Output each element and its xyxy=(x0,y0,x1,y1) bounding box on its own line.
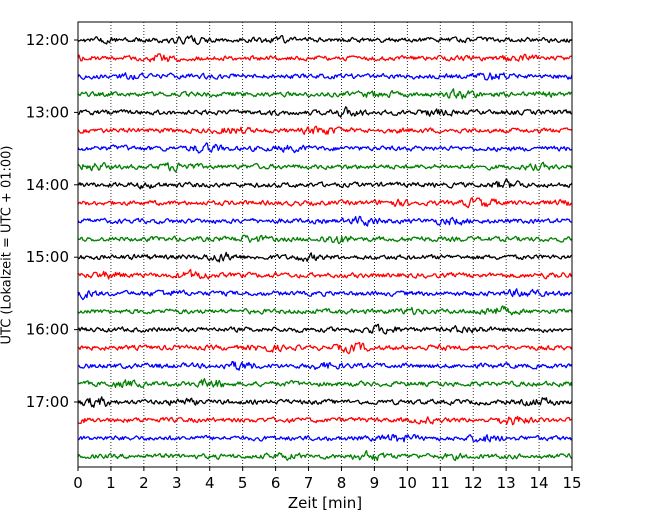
trace-1500 xyxy=(77,251,573,263)
y-axis-label: UTC (Lokalzeit = UTC + 01:00) xyxy=(0,145,15,344)
x-tick-label: 9 xyxy=(370,474,380,492)
trace-1615 xyxy=(77,341,573,355)
trace-1600 xyxy=(77,323,573,335)
trace-1745 xyxy=(77,449,573,462)
y-axis-ticks: 12:00 13:00 14:00 15:00 16:00 17:00 xyxy=(26,31,78,411)
x-tick-label: 0 xyxy=(73,474,83,492)
y-tick-label: 16:00 xyxy=(26,321,69,339)
x-tick-label: 14 xyxy=(530,474,549,492)
x-tick-label: 10 xyxy=(398,474,417,492)
trace-1630 xyxy=(77,360,573,371)
x-tick-label: 11 xyxy=(431,474,450,492)
traces xyxy=(77,35,573,462)
trace-1430 xyxy=(77,215,573,227)
trace-1530 xyxy=(77,288,573,301)
y-tick-label: 15:00 xyxy=(26,248,69,266)
x-tick-label: 5 xyxy=(238,474,248,492)
y-tick-label: 17:00 xyxy=(26,393,69,411)
x-tick-label: 12 xyxy=(464,474,483,492)
trace-1330 xyxy=(77,142,573,154)
trace-1400 xyxy=(77,178,573,190)
trace-1215 xyxy=(77,53,573,63)
trace-1200 xyxy=(77,35,573,46)
x-tick-label: 7 xyxy=(304,474,314,492)
x-axis-label: Zeit [min] xyxy=(287,494,363,512)
y-axis-label-wrap: UTC (Lokalzeit = UTC + 01:00) xyxy=(0,22,15,467)
x-tick-label: 4 xyxy=(205,474,215,492)
y-tick-label: 13:00 xyxy=(26,103,69,121)
trace-1245 xyxy=(77,88,573,100)
x-tick-label: 3 xyxy=(172,474,182,492)
trace-1645 xyxy=(77,377,573,389)
trace-1515 xyxy=(77,268,573,280)
trace-1445 xyxy=(77,234,573,245)
x-tick-label: 13 xyxy=(497,474,516,492)
trace-1415 xyxy=(77,197,573,209)
x-tick-label: 6 xyxy=(271,474,281,492)
trace-1300 xyxy=(77,106,573,118)
trace-1315 xyxy=(77,125,573,135)
plot-frame xyxy=(77,21,573,468)
x-tick-label: 15 xyxy=(562,474,581,492)
x-axis-ticks: 0 1 2 3 4 5 6 7 8 9 10 11 12 13 14 15 xyxy=(73,467,582,492)
x-tick-label: 8 xyxy=(337,474,347,492)
trace-1345 xyxy=(77,161,573,173)
trace-1700 xyxy=(77,396,573,408)
trace-1730 xyxy=(77,433,573,443)
trace-1230 xyxy=(77,72,573,81)
grid-lines xyxy=(110,22,540,467)
x-tick-label: 2 xyxy=(139,474,149,492)
x-tick-label: 1 xyxy=(106,474,116,492)
trace-1715 xyxy=(77,415,573,426)
y-tick-label: 14:00 xyxy=(26,176,69,194)
trace-1545 xyxy=(77,305,573,316)
y-tick-label: 12:00 xyxy=(26,31,69,49)
